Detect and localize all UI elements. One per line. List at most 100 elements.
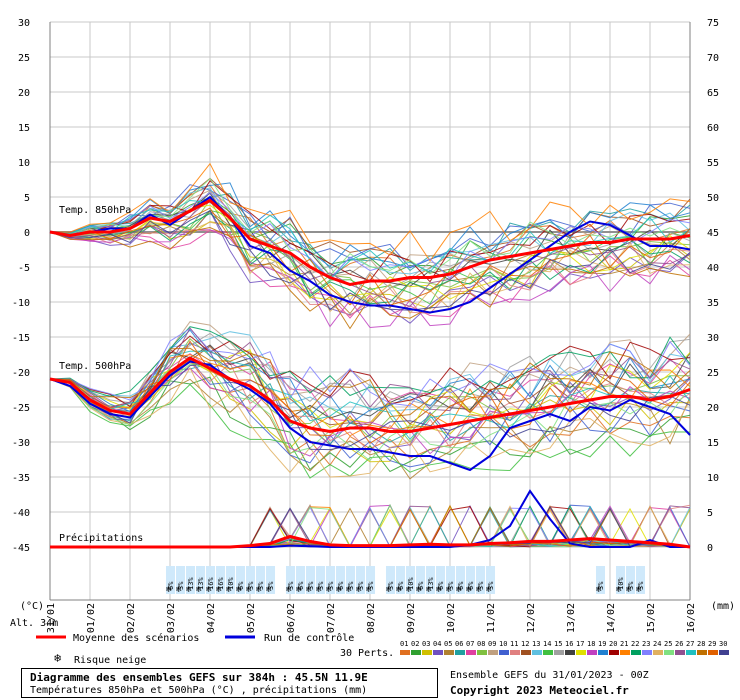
snow-risk-pct: 3% — [327, 581, 335, 590]
member-number: 28 — [697, 640, 705, 648]
footer-title-box: Diagramme des ensembles GEFS sur 384h : … — [21, 668, 438, 698]
altitude-label: Alt. 34m — [10, 618, 58, 629]
member-number: 06 — [455, 640, 463, 648]
left-tick-label: -10 — [12, 298, 30, 309]
snow-risk-cell — [396, 566, 405, 594]
mean-t500-line — [49, 356, 691, 434]
member-25-t500 — [49, 363, 691, 462]
member-26-t850 — [49, 197, 691, 307]
member-swatch — [565, 650, 575, 655]
left-tick-label: -20 — [12, 368, 30, 379]
left-tick-label: -15 — [12, 333, 30, 344]
right-tick-label: 25 — [707, 368, 719, 379]
right-tick-label: 10 — [707, 473, 719, 484]
snow-risk-cell — [236, 566, 245, 594]
left-axis-unit: (°C) — [20, 601, 44, 612]
right-tick-label: 70 — [707, 53, 719, 64]
left-tick-label: 15 — [18, 123, 30, 134]
snow-risk-pct: 6% — [397, 581, 405, 590]
snowflake-icon: ❄ — [426, 585, 432, 595]
run-info: Ensemble GEFS du 31/01/2023 - 00Z — [450, 670, 649, 681]
snow-risk-pct: 3% — [387, 581, 395, 590]
right-tick-label: 35 — [707, 298, 719, 309]
member-number: 07 — [466, 640, 474, 648]
member-number: 30 — [719, 640, 727, 648]
member-number: 25 — [664, 640, 672, 648]
member-number: 21 — [620, 640, 628, 648]
member-24-t500 — [49, 366, 691, 478]
right-tick-label: 15 — [707, 438, 719, 449]
mean-t850-line — [49, 198, 691, 287]
x-tick-label: 08/02 — [366, 603, 377, 633]
x-tick-label: 07/02 — [326, 603, 337, 633]
snowflake-icon: ❄ — [176, 585, 182, 595]
axes: 302520151050-5-10-15-20-25-30-35-40-4575… — [12, 18, 719, 633]
main-series — [49, 195, 691, 549]
x-tick-label: 01/02 — [86, 603, 97, 633]
member-swatch — [719, 650, 729, 655]
x-tick-label: 12/02 — [526, 603, 537, 633]
snow-risk-cell — [246, 566, 255, 594]
member-number: 01 — [400, 640, 408, 648]
left-tick-label: -5 — [18, 263, 30, 274]
snow-risk-pct: 3% — [627, 581, 635, 590]
member-swatch — [400, 650, 410, 655]
snowflake-icon: ❄ — [54, 651, 61, 665]
member-05-t500 — [49, 378, 691, 480]
x-tick-label: 11/02 — [486, 603, 497, 633]
snow-risk-cell — [166, 566, 175, 594]
snowflake-icon: ❄ — [226, 585, 232, 595]
member-number: 10 — [499, 640, 507, 648]
snowflake-icon: ❄ — [366, 585, 372, 595]
right-tick-label: 5 — [707, 508, 713, 519]
right-tick-label: 65 — [707, 88, 719, 99]
member-13-t500 — [49, 331, 691, 414]
snow-risk-pct: 10% — [227, 577, 235, 590]
snow-risk-cell — [366, 566, 375, 594]
member-swatch — [609, 650, 619, 655]
member-number: 15 — [554, 640, 562, 648]
snowflake-icon: ❄ — [286, 585, 292, 595]
member-number: 29 — [708, 640, 716, 648]
member-swatch — [411, 650, 421, 655]
snow-risk-pct: 3% — [257, 581, 265, 590]
snow-risk-cell — [336, 566, 345, 594]
member-swatch — [543, 650, 553, 655]
snow-risk-pct: 3% — [267, 581, 275, 590]
member-22-t500 — [49, 326, 691, 397]
x-tick-label: 03/02 — [166, 603, 177, 633]
left-tick-label: -40 — [12, 508, 30, 519]
member-swatch — [653, 650, 663, 655]
snow-risk-cell — [416, 566, 425, 594]
member-number: 14 — [543, 640, 551, 648]
snowflake-icon: ❄ — [396, 585, 402, 595]
member-20-t500 — [49, 335, 691, 408]
snow-risk-pct: 13% — [197, 577, 205, 590]
snowflake-icon: ❄ — [446, 585, 452, 595]
member-swatch — [576, 650, 586, 655]
x-tick-label: 06/02 — [286, 603, 297, 633]
snow-risk-cell — [186, 566, 195, 594]
snow-risk-cell — [326, 566, 335, 594]
snow-risk-pct: 6% — [467, 581, 475, 590]
snowflake-icon: ❄ — [306, 585, 312, 595]
member-number: 24 — [653, 640, 661, 648]
x-tick-label: 14/02 — [606, 603, 617, 633]
snow-risk-pct: 6% — [337, 581, 345, 590]
snow-risk-cell — [476, 566, 485, 594]
member-color-legend: 01 02 03 04 05 06 07 08 09 10 11 12 13 14 15 16 17 18 19 20… — [400, 640, 729, 655]
member-swatch — [631, 650, 641, 655]
member-02-t500 — [49, 376, 691, 473]
snow-risk-cell — [226, 566, 235, 594]
snow-risk-pct: 3% — [367, 581, 375, 590]
right-tick-label: 40 — [707, 263, 719, 274]
snow-risk-cell — [316, 566, 325, 594]
member-number: 16 — [565, 640, 573, 648]
snow-risk-cell — [286, 566, 295, 594]
member-swatch — [466, 650, 476, 655]
right-tick-label: 20 — [707, 403, 719, 414]
snow-risk-pct: 6% — [417, 581, 425, 590]
snowflake-icon: ❄ — [486, 585, 492, 595]
member-swatch — [598, 650, 608, 655]
panel-label-precip: Précipitations — [59, 532, 143, 544]
